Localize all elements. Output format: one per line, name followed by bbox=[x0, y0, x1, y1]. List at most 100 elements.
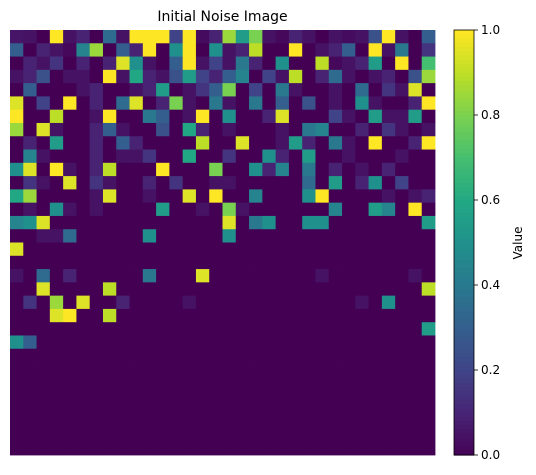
heatmap-cell bbox=[36, 428, 51, 443]
heatmap-cell bbox=[235, 308, 250, 323]
heatmap-cell bbox=[209, 189, 223, 204]
heatmap-cell bbox=[395, 69, 409, 84]
heatmap-cell bbox=[408, 189, 423, 204]
heatmap-cell bbox=[342, 415, 356, 429]
heatmap-cell bbox=[209, 388, 223, 403]
heatmap-cell bbox=[23, 362, 37, 376]
heatmap-cell bbox=[209, 229, 223, 243]
heatmap-cell bbox=[169, 43, 184, 57]
heatmap-cell bbox=[169, 428, 184, 443]
heatmap-cell bbox=[195, 189, 210, 204]
heatmap-cell bbox=[262, 149, 277, 164]
heatmap-cell bbox=[10, 295, 24, 310]
heatmap-cell bbox=[195, 282, 210, 297]
heatmap-cell bbox=[63, 428, 77, 443]
heatmap-cell bbox=[395, 401, 409, 416]
colorbar: 0.0 0.2 0.4 0.6 0.8 1.0 bbox=[453, 23, 500, 462]
colorbar-gradient-band bbox=[454, 59, 474, 65]
heatmap-cell bbox=[395, 428, 409, 443]
heatmap-cell bbox=[116, 43, 130, 57]
colorbar-gradient-band bbox=[454, 144, 474, 150]
heatmap-cell bbox=[368, 43, 383, 57]
heatmap-cell bbox=[368, 428, 383, 443]
heatmap-cell bbox=[182, 348, 197, 363]
colorbar-gradient-band bbox=[454, 89, 474, 95]
heatmap-cell bbox=[262, 322, 277, 336]
heatmap-cell bbox=[262, 428, 277, 443]
heatmap-cell bbox=[315, 56, 330, 71]
heatmap-cell bbox=[262, 83, 277, 97]
heatmap-cell bbox=[249, 308, 263, 323]
heatmap-cell bbox=[49, 255, 64, 270]
colorbar-gradient-band bbox=[454, 382, 474, 388]
heatmap-cell bbox=[222, 322, 237, 336]
heatmap-cell bbox=[129, 441, 144, 456]
heatmap-cell bbox=[395, 282, 409, 297]
colorbar-gradient-band bbox=[454, 208, 474, 214]
heatmap-cell bbox=[182, 388, 197, 403]
heatmap-cell bbox=[381, 242, 396, 257]
heatmap-cell bbox=[116, 255, 130, 270]
heatmap-cell bbox=[156, 441, 170, 456]
heatmap-cell bbox=[275, 295, 290, 310]
heatmap-cell bbox=[368, 375, 383, 389]
heatmap-cell bbox=[129, 388, 144, 403]
heatmap-cell bbox=[195, 122, 210, 137]
heatmap-cell bbox=[408, 375, 423, 389]
heatmap-cell bbox=[49, 162, 64, 177]
heatmap-cell bbox=[182, 269, 197, 283]
heatmap-cell bbox=[421, 122, 436, 137]
heatmap-cell bbox=[182, 295, 197, 310]
heatmap-cell bbox=[381, 69, 396, 84]
colorbar-gradient-band bbox=[454, 119, 474, 125]
heatmap-cell bbox=[249, 255, 263, 270]
heatmap-cell bbox=[342, 348, 356, 363]
heatmap-cell bbox=[63, 295, 77, 310]
heatmap-cell bbox=[342, 162, 356, 177]
colorbar-gradient-band bbox=[454, 293, 474, 299]
heatmap-cell bbox=[275, 348, 290, 363]
heatmap-cell bbox=[23, 322, 37, 336]
heatmap-cell bbox=[381, 56, 396, 71]
heatmap-cell bbox=[63, 69, 77, 84]
heatmap-cell bbox=[49, 295, 64, 310]
heatmap-cell bbox=[156, 56, 170, 71]
heatmap-cell bbox=[222, 189, 237, 204]
heatmap-cell bbox=[328, 96, 343, 111]
heatmap-cell bbox=[222, 362, 237, 376]
heatmap-cell bbox=[249, 69, 263, 84]
heatmap-cell bbox=[36, 282, 51, 297]
heatmap-cell bbox=[10, 215, 24, 230]
heatmap-cell bbox=[275, 162, 290, 177]
heatmap-cell bbox=[209, 83, 223, 97]
heatmap-cell bbox=[302, 335, 316, 350]
heatmap-cell bbox=[36, 83, 51, 97]
colorbar-gradient-band bbox=[454, 38, 474, 44]
heatmap-cell bbox=[315, 176, 330, 190]
colorbar-gradient-band bbox=[454, 123, 474, 129]
heatmap-cell bbox=[36, 56, 51, 71]
heatmap-cell bbox=[49, 176, 64, 190]
heatmap-cell bbox=[49, 122, 64, 137]
heatmap-cell bbox=[355, 136, 369, 150]
heatmap-cell bbox=[381, 375, 396, 389]
heatmap-cell bbox=[116, 176, 130, 190]
heatmap-cell bbox=[76, 375, 91, 389]
heatmap-cell bbox=[275, 136, 290, 150]
heatmap-cell bbox=[89, 335, 104, 350]
heatmap-cell bbox=[102, 362, 117, 376]
heatmap-cell bbox=[23, 162, 37, 177]
heatmap-cell bbox=[116, 162, 130, 177]
heatmap-cell bbox=[116, 149, 130, 164]
heatmap-cell bbox=[89, 202, 104, 217]
heatmap-cell bbox=[142, 322, 157, 336]
heatmap-cell bbox=[342, 229, 356, 243]
heatmap-cell bbox=[395, 388, 409, 403]
heatmap-cell bbox=[421, 176, 436, 190]
heatmap-cell bbox=[222, 441, 237, 456]
heatmap-cell bbox=[10, 335, 24, 350]
heatmap-cell bbox=[10, 176, 24, 190]
heatmap-cell bbox=[381, 122, 396, 137]
heatmap-cell bbox=[408, 282, 423, 297]
heatmap-cell bbox=[156, 362, 170, 376]
